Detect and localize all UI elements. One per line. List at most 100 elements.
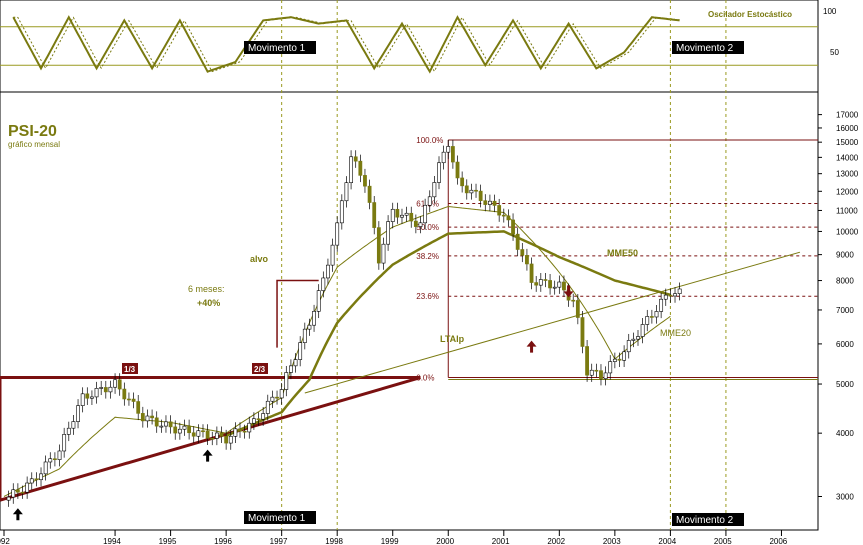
candle-body-117 bbox=[548, 280, 552, 289]
candle-130 bbox=[608, 355, 613, 380]
candle-body-38 bbox=[182, 425, 187, 430]
candle-41 bbox=[196, 424, 201, 443]
candle-body-52 bbox=[247, 422, 252, 433]
mme50-label: MME50 bbox=[607, 248, 638, 258]
candle-body-85 bbox=[400, 214, 404, 218]
candle-47 bbox=[224, 429, 229, 450]
candle-body-24 bbox=[117, 379, 122, 390]
candle-body-83 bbox=[390, 208, 395, 222]
candle-body-93 bbox=[437, 162, 441, 183]
candle-117 bbox=[548, 273, 552, 295]
candle-138 bbox=[645, 309, 650, 332]
candle-body-28 bbox=[136, 401, 141, 414]
candle-83 bbox=[390, 202, 395, 229]
candle-20 bbox=[99, 380, 104, 396]
candle-50 bbox=[238, 422, 242, 438]
candle-body-104 bbox=[488, 200, 492, 205]
candle-body-66 bbox=[312, 311, 316, 326]
moving-average-layer bbox=[3, 205, 671, 497]
down-arrow-2002 bbox=[563, 285, 574, 298]
candle-1 bbox=[11, 483, 16, 504]
candle-108 bbox=[506, 209, 511, 227]
candle-body-91 bbox=[427, 196, 432, 206]
candle-body-100 bbox=[469, 189, 474, 194]
candle-6 bbox=[34, 472, 39, 487]
candle-63 bbox=[298, 336, 303, 367]
svg-text:Movimento 1: Movimento 1 bbox=[248, 513, 306, 524]
candle-71 bbox=[335, 216, 340, 252]
candle-body-58 bbox=[275, 396, 279, 399]
candle-body-120 bbox=[562, 281, 566, 291]
candle-body-110 bbox=[515, 233, 520, 250]
candle-body-135 bbox=[631, 338, 636, 341]
candle-body-61 bbox=[289, 365, 293, 373]
candle-body-79 bbox=[372, 202, 377, 228]
candle-body-133 bbox=[622, 351, 627, 361]
candle-56 bbox=[265, 394, 270, 421]
candle-body-64 bbox=[302, 328, 307, 343]
svg-text:Movimento 2: Movimento 2 bbox=[676, 43, 734, 54]
candle-31 bbox=[150, 409, 154, 425]
x-tick-label-2000: 2000 bbox=[436, 537, 454, 545]
candle-106 bbox=[497, 198, 502, 222]
price-candles-layer bbox=[6, 139, 682, 507]
candle-body-97 bbox=[455, 161, 460, 179]
candle-54 bbox=[256, 412, 261, 426]
candle-body-60 bbox=[284, 372, 289, 390]
candle-100 bbox=[469, 183, 474, 200]
candle-116 bbox=[543, 273, 548, 288]
candle-body-92 bbox=[432, 182, 437, 198]
candle-body-44 bbox=[210, 438, 215, 440]
candle-137 bbox=[640, 317, 645, 344]
candle-body-94 bbox=[441, 151, 446, 164]
candle-32 bbox=[154, 411, 159, 433]
candle-127 bbox=[594, 363, 599, 378]
triangle-support-line bbox=[0, 376, 421, 502]
candle-body-62 bbox=[293, 359, 298, 367]
candle-84 bbox=[395, 202, 400, 224]
candle-81 bbox=[381, 237, 386, 270]
x-tick-label-1994: 1994 bbox=[103, 537, 121, 545]
candle-body-17 bbox=[85, 393, 90, 399]
candle-37 bbox=[177, 422, 182, 440]
candle-body-80 bbox=[376, 227, 381, 264]
candle-80 bbox=[376, 221, 381, 270]
gain-label: +40% bbox=[197, 298, 220, 308]
movement-2-bottom-label: Movimento 2 bbox=[672, 513, 744, 526]
candle-75 bbox=[353, 150, 358, 168]
candle-body-84 bbox=[395, 208, 400, 218]
candle-body-57 bbox=[270, 396, 275, 402]
candle-body-0 bbox=[6, 496, 11, 501]
candle-body-19 bbox=[94, 388, 99, 398]
candle-body-13 bbox=[66, 427, 71, 435]
candle-140 bbox=[654, 304, 659, 324]
candle-14 bbox=[71, 415, 76, 435]
candle-2 bbox=[15, 483, 20, 499]
candle-body-27 bbox=[131, 398, 136, 402]
candle-body-3 bbox=[20, 491, 25, 494]
candle-body-21 bbox=[103, 387, 108, 393]
x-tick-label-1999: 1999 bbox=[381, 537, 399, 545]
candle-139 bbox=[649, 309, 654, 324]
candle-body-116 bbox=[543, 279, 548, 281]
candle-body-139 bbox=[649, 316, 654, 318]
candle-15 bbox=[76, 399, 80, 429]
candle-body-16 bbox=[80, 393, 85, 406]
candle-107 bbox=[501, 208, 506, 223]
candle-body-34 bbox=[164, 421, 168, 427]
candle-body-47 bbox=[224, 436, 229, 444]
candle-body-118 bbox=[552, 286, 557, 289]
fib-label-0: 100.0% bbox=[416, 136, 443, 145]
candle-body-77 bbox=[363, 175, 367, 187]
candle-72 bbox=[339, 194, 344, 230]
candle-body-128 bbox=[599, 370, 603, 379]
x-tick-label-2004: 2004 bbox=[658, 537, 676, 545]
candle-body-137 bbox=[640, 324, 645, 337]
candle-body-88 bbox=[413, 220, 418, 227]
y-tick-label-4000: 4000 bbox=[836, 429, 854, 438]
x-tick-label-2003: 2003 bbox=[603, 537, 621, 545]
candle-19 bbox=[94, 381, 99, 404]
fibonacci-layer: 100.0% 61.8% 50.0% 38.2% 23.6% 0.0% bbox=[416, 136, 818, 383]
y-tick-label-16000: 16000 bbox=[836, 124, 859, 133]
candle-62 bbox=[293, 353, 298, 373]
